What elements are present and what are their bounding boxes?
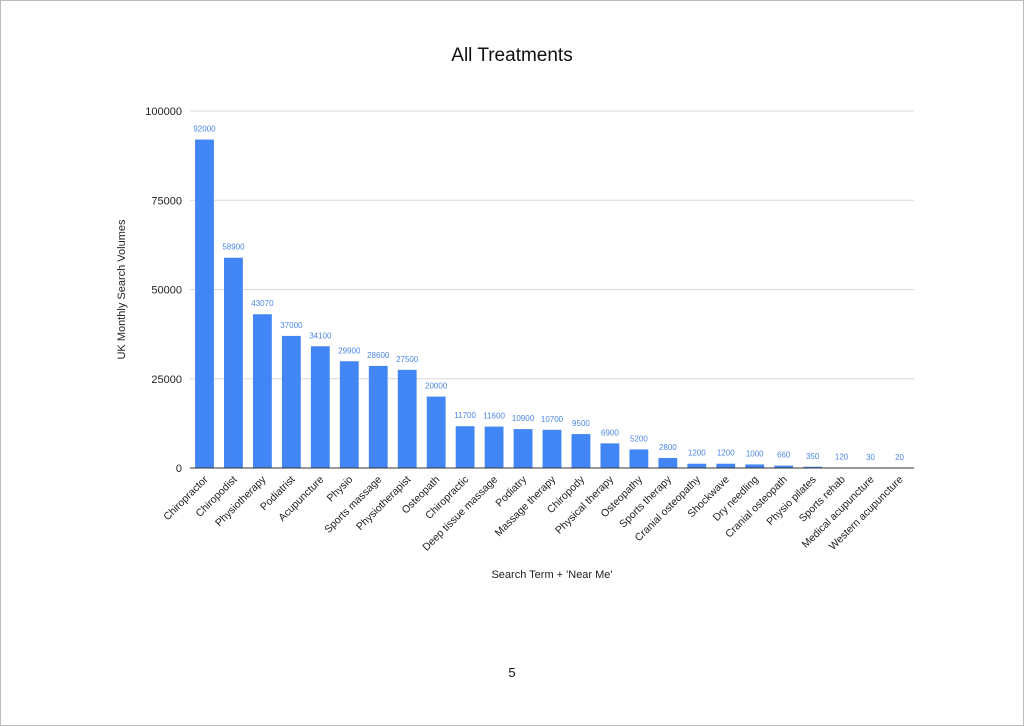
bar — [542, 429, 562, 468]
bar — [629, 449, 649, 468]
bar — [224, 257, 243, 468]
bar — [426, 396, 446, 468]
bar — [339, 361, 359, 468]
data-label: 5200 — [630, 434, 648, 443]
data-label: 120 — [835, 453, 849, 462]
y-tick-label: 0 — [176, 463, 182, 475]
data-label: 43070 — [251, 299, 274, 308]
bars — [195, 139, 909, 468]
y-tick-label: 50000 — [151, 285, 182, 297]
data-label: 9500 — [572, 419, 590, 428]
data-label: 11600 — [483, 412, 505, 421]
y-tick-label: 100000 — [145, 106, 182, 118]
data-label: 34100 — [309, 331, 332, 340]
bar — [484, 426, 504, 468]
bar — [310, 346, 330, 468]
bar — [774, 465, 794, 468]
data-label: 1000 — [746, 449, 764, 458]
data-label: 10700 — [541, 415, 564, 424]
data-labels: 92000 58900 43070 37000 34100 29900 28600 27500… — [193, 125, 904, 462]
data-label: 11700 — [454, 411, 476, 420]
data-label: 29900 — [338, 346, 361, 355]
x-axis-label: Search Term + 'Near Me' — [491, 569, 612, 581]
data-label: 30 — [866, 453, 875, 462]
data-label: 1200 — [688, 449, 706, 458]
y-tick-label: 75000 — [151, 195, 182, 207]
data-label: 92000 — [193, 125, 216, 134]
bar — [716, 463, 736, 468]
data-label: 58900 — [222, 243, 245, 252]
data-label: 6900 — [601, 428, 619, 437]
bar — [195, 139, 214, 468]
data-label: 2800 — [659, 443, 677, 452]
data-label: 37000 — [280, 321, 303, 330]
y-axis-label: UK Monthly Search Volumes — [116, 219, 128, 360]
page-number: 5 — [508, 665, 516, 680]
gridlines — [190, 110, 914, 380]
bar — [455, 426, 475, 468]
bar — [513, 429, 533, 468]
data-label: 28600 — [367, 351, 390, 360]
bar — [397, 369, 417, 468]
data-label: 1200 — [717, 449, 735, 458]
bar — [252, 314, 272, 468]
bar — [571, 434, 591, 468]
bar — [745, 464, 765, 468]
data-label: 20000 — [425, 382, 448, 391]
bar — [368, 365, 388, 468]
data-label: 10900 — [512, 414, 535, 423]
data-label: 660 — [777, 451, 791, 460]
bar — [687, 463, 707, 468]
bar — [281, 335, 301, 468]
x-tick-labels: ChiropractorChiropodistPhysiotherapyPodi… — [161, 473, 905, 553]
data-label: 350 — [806, 452, 820, 461]
data-label: 20 — [895, 453, 904, 462]
bar — [658, 458, 678, 468]
bar — [803, 466, 823, 468]
data-label: 27500 — [396, 355, 419, 364]
bar — [600, 443, 620, 468]
chart-title: All Treatments — [451, 45, 573, 66]
y-tick-label: 25000 — [151, 374, 182, 386]
y-tick-labels: 0 25000 50000 75000 100000 — [145, 106, 182, 475]
